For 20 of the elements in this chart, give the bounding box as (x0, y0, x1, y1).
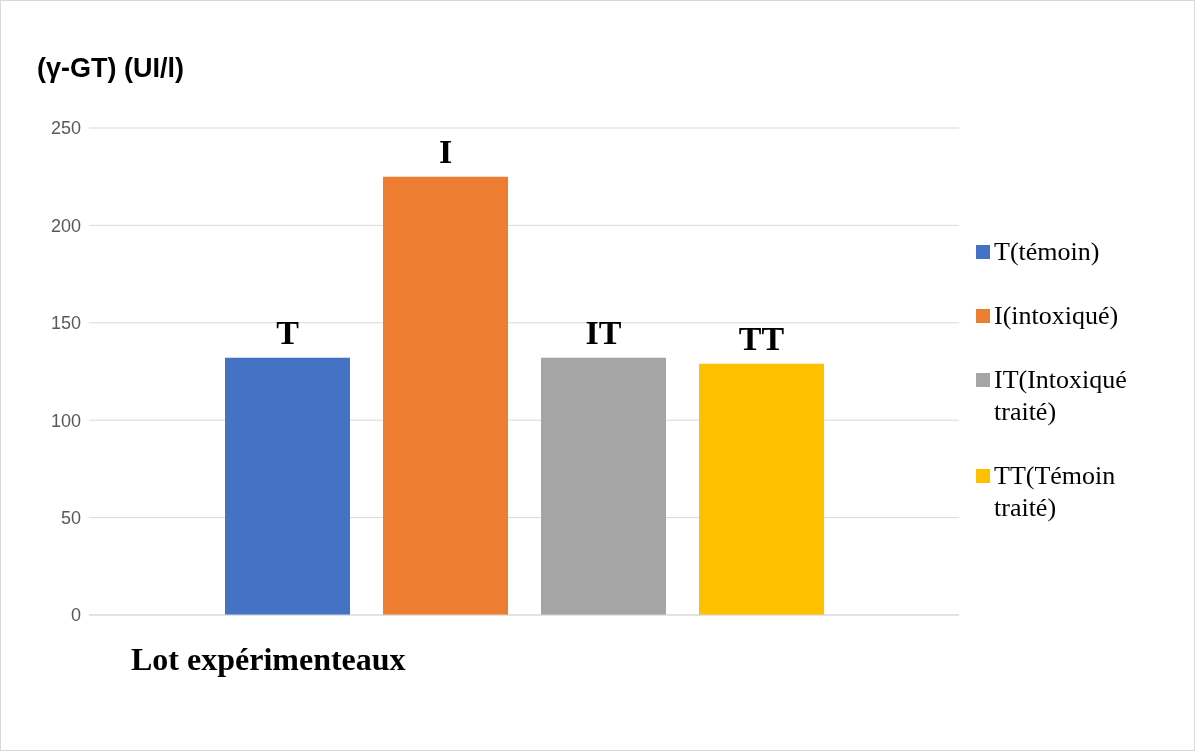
data-label: IT (585, 313, 622, 351)
legend-label: I(intoxiqué) (994, 300, 1119, 332)
bar (383, 176, 508, 615)
bar (541, 357, 666, 615)
y-tick-label: 100 (50, 410, 81, 431)
data-label: I (438, 132, 453, 170)
legend-label: TT(Témoin traité) (994, 460, 1117, 524)
data-label: TT (738, 319, 785, 357)
y-tick-label: 0 (70, 605, 81, 626)
legend-label: IT(Intoxiqué traité) (994, 364, 1128, 428)
y-axis-title: (γ-GT) (UI/l) (37, 53, 184, 84)
bar (699, 363, 824, 615)
y-tick-label: 50 (60, 507, 81, 528)
y-tick-label: 200 (50, 215, 81, 236)
y-tick-label: 150 (50, 313, 81, 334)
x-axis-title: Lot expérimenteaux (131, 641, 406, 678)
bar (225, 357, 350, 615)
legend-label: T(témoin) (994, 236, 1100, 268)
data-label: T (276, 313, 300, 351)
y-tick-label: 250 (50, 118, 81, 139)
